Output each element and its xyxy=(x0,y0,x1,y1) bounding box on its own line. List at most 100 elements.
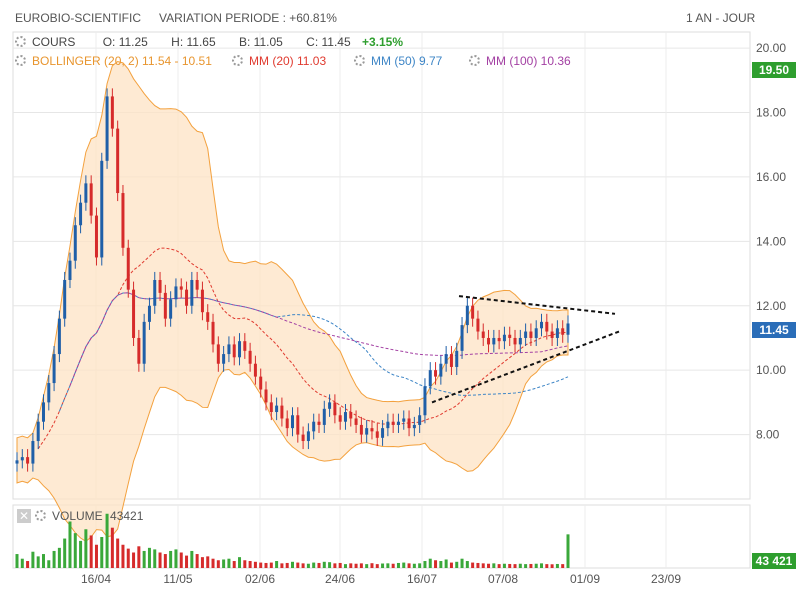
gear-icon[interactable] xyxy=(35,510,46,521)
volume-bar xyxy=(555,563,559,568)
candle-body xyxy=(343,412,347,422)
candle-body xyxy=(190,279,194,306)
volume-bar xyxy=(465,561,469,568)
volume-bar xyxy=(471,562,475,568)
mm20-legend[interactable]: MM (20) 11.03 xyxy=(232,54,326,68)
volume-bar xyxy=(375,564,379,568)
candle-body xyxy=(296,415,300,435)
candle-body xyxy=(63,279,67,319)
candle-body xyxy=(206,312,210,322)
volume-bar xyxy=(137,546,141,568)
candle-body xyxy=(20,457,24,461)
volume-bar xyxy=(502,563,506,568)
y-tick-label: 12.00 xyxy=(756,299,786,313)
candle-body xyxy=(407,418,411,429)
candle-body xyxy=(518,337,522,345)
volume-bar xyxy=(68,521,72,568)
candle-body xyxy=(418,415,422,425)
candle-body xyxy=(79,202,83,226)
mm50-legend[interactable]: MM (50) 9.77 xyxy=(354,54,442,68)
mm50-label: MM (50) 9.77 xyxy=(371,54,443,68)
gear-icon[interactable] xyxy=(469,55,480,66)
candle-body xyxy=(550,331,554,338)
volume-bar xyxy=(41,554,45,568)
gear-icon[interactable] xyxy=(232,55,243,66)
candle-body xyxy=(200,289,204,313)
volume-bar xyxy=(84,529,88,568)
candle-body xyxy=(391,421,395,425)
volume-bar xyxy=(73,533,77,568)
last-price-badge: 11.45 xyxy=(752,322,796,338)
candle-body xyxy=(280,405,284,419)
candle-body xyxy=(100,160,104,258)
x-tick-label: 02/06 xyxy=(245,572,275,586)
candle-body xyxy=(31,441,35,464)
volume-bar xyxy=(211,558,215,568)
candle-body xyxy=(94,215,98,258)
candle-body xyxy=(73,225,77,261)
candle-body xyxy=(555,328,559,338)
candle-body xyxy=(428,370,432,387)
candle-body xyxy=(36,421,40,442)
gear-icon[interactable] xyxy=(15,36,26,47)
candle-body xyxy=(481,331,485,338)
candle-body xyxy=(301,434,305,442)
volume-bar xyxy=(57,547,61,568)
volume-bar xyxy=(243,560,247,568)
candle-body xyxy=(306,431,310,442)
gear-icon[interactable] xyxy=(354,55,365,66)
volume-bar xyxy=(381,563,385,568)
candle-body xyxy=(259,376,263,390)
volume-bar xyxy=(359,563,363,568)
candle-body xyxy=(89,183,93,216)
cours-legend[interactable]: COURS O: 11.25 H: 11.65 B: 11.05 C: 11.4… xyxy=(15,35,403,49)
candle-body xyxy=(275,405,279,413)
candle-body xyxy=(312,421,316,432)
volume-bar xyxy=(540,563,544,568)
candle-body xyxy=(105,96,109,161)
volume-bar xyxy=(391,563,395,568)
mm20-label: MM (20) 11.03 xyxy=(249,54,327,68)
mm50-line xyxy=(58,292,569,412)
candle-body xyxy=(195,279,199,290)
bollinger-label: BOLLINGER (20, 2) 11.54 - 10.51 xyxy=(32,54,212,68)
volume-bar xyxy=(63,538,67,568)
triangle-upper-trendline xyxy=(458,295,616,315)
volume-bar xyxy=(317,562,321,568)
candle-body xyxy=(365,428,369,435)
y-tick-label: 16.00 xyxy=(756,170,786,184)
low-value: B: 11.05 xyxy=(239,35,283,49)
volume-bar xyxy=(15,554,19,568)
bollinger-legend[interactable]: BOLLINGER (20, 2) 11.54 - 10.51 xyxy=(15,54,212,68)
volume-bar xyxy=(518,563,522,568)
close-icon[interactable]: ✕ xyxy=(17,509,31,523)
volume-bar xyxy=(216,560,220,568)
bollinger-band xyxy=(16,60,569,542)
volume-bar xyxy=(444,559,448,568)
y-tick-label: 14.00 xyxy=(756,234,786,248)
volume-bar xyxy=(89,535,93,568)
candle-body xyxy=(158,279,162,293)
candle-body xyxy=(26,457,30,464)
period-selector[interactable]: 1 AN - JOUR xyxy=(686,11,756,25)
change-value: +3.15% xyxy=(361,35,404,49)
mm100-label: MM (100) 10.36 xyxy=(486,54,571,68)
candle-body xyxy=(227,344,231,355)
volume-bar xyxy=(79,540,83,568)
high-price-badge: 19.50 xyxy=(752,62,796,78)
candle-body xyxy=(502,334,506,342)
candle-body xyxy=(460,325,464,351)
volume-bar xyxy=(158,552,162,568)
mm100-legend[interactable]: MM (100) 10.36 xyxy=(469,54,571,68)
volume-legend[interactable]: ✕ VOLUME 43421 xyxy=(17,509,143,523)
volume-bar xyxy=(100,537,104,568)
volume-bar xyxy=(227,558,231,568)
volume-bar xyxy=(333,563,337,568)
volume-value: 43421 xyxy=(110,509,144,523)
candle-body xyxy=(163,292,167,319)
candle-body xyxy=(328,402,332,409)
gear-icon[interactable] xyxy=(15,55,26,66)
volume-bar xyxy=(386,563,390,568)
volume-bar xyxy=(481,563,485,568)
